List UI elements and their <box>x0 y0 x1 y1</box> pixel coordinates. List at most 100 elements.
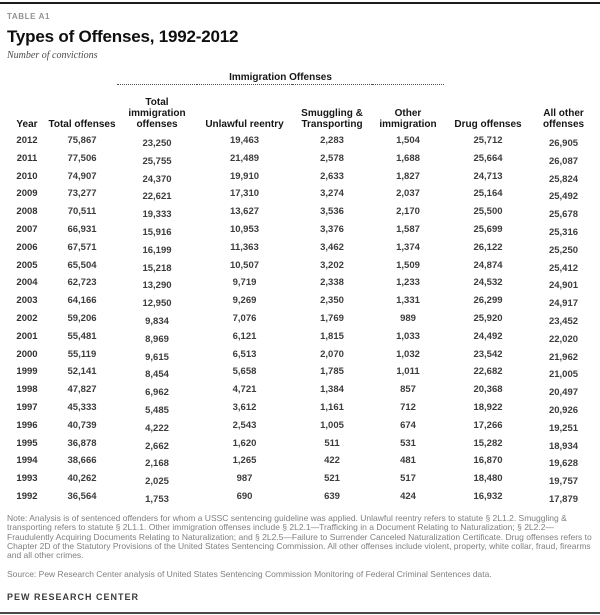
cell-smuggling-transporting: 1,785 <box>320 366 344 378</box>
cell-smuggling-transporting: 1,005 <box>320 419 344 431</box>
cell-all-other-offenses: 18,934 <box>548 440 579 452</box>
column-header-smuggling-transporting: Smuggling & Transporting <box>301 108 363 130</box>
cell-smuggling-transporting: 511 <box>324 437 340 449</box>
cell-total-offenses: 65,504 <box>67 259 97 271</box>
cell-drug-offenses: 24,492 <box>473 330 503 342</box>
cell-other-immigration: 712 <box>400 401 416 413</box>
column-header-total-immigration-offenses: Total immigration offenses <box>128 97 186 130</box>
cell-unlawful-reentry: 13,627 <box>229 206 260 218</box>
cell-unlawful-reentry: 6,121 <box>232 330 257 342</box>
table-row: 2012 75,867 23,250 19,463 2,283 1,504 25… <box>7 133 595 151</box>
cell-year: 2001 <box>16 330 38 342</box>
cell-drug-offenses: 25,164 <box>473 188 503 200</box>
cell-year: 1997 <box>16 401 38 413</box>
cell-unlawful-reentry: 987 <box>236 473 253 485</box>
report-table-page: TABLE A1 Types of Offenses, 1992-2012 Nu… <box>0 12 600 602</box>
column-header-year: Year <box>16 119 38 130</box>
cell-all-other-offenses: 25,678 <box>548 209 579 221</box>
cell-unlawful-reentry: 1,265 <box>232 455 257 467</box>
cell-year: 2000 <box>16 348 38 360</box>
cell-other-immigration: 1,504 <box>396 135 420 146</box>
cell-drug-offenses: 16,870 <box>473 455 503 467</box>
cell-total-offenses: 59,206 <box>67 312 97 324</box>
table-row: 1994 38,666 2,168 1,265 422 481 16,870 1… <box>7 453 595 471</box>
table-row: 1992 36,564 1,753 690 639 424 16,932 17,… <box>7 489 595 507</box>
cell-drug-offenses: 25,664 <box>473 152 503 164</box>
cell-other-immigration: 674 <box>400 419 416 431</box>
cell-unlawful-reentry: 10,953 <box>229 223 260 235</box>
cell-total-offenses: 62,723 <box>67 277 97 289</box>
cell-other-immigration: 2,037 <box>396 188 420 200</box>
group-header-row: Immigration Offenses <box>7 70 595 85</box>
table-row: 2011 77,506 25,755 21,489 2,578 1,688 25… <box>7 151 595 169</box>
cell-total-offenses: 40,739 <box>67 419 97 431</box>
cell-all-other-offenses: 26,905 <box>548 138 579 149</box>
cell-unlawful-reentry: 1,620 <box>232 437 257 449</box>
table-row: 1993 40,262 2,025 987 521 517 18,480 19,… <box>7 471 595 489</box>
cell-drug-offenses: 24,713 <box>473 170 503 182</box>
cell-total-immigration-offenses: 13,290 <box>142 280 172 292</box>
cell-all-other-offenses: 17,879 <box>548 493 579 505</box>
table-row: 2006 67,571 16,199 11,363 3,462 1,374 26… <box>7 240 595 258</box>
cell-drug-offenses: 18,480 <box>473 473 503 485</box>
cell-other-immigration: 1,509 <box>396 259 420 271</box>
cell-year: 1992 <box>16 490 38 502</box>
cell-smuggling-transporting: 639 <box>324 490 340 502</box>
cell-other-immigration: 517 <box>400 473 416 485</box>
cell-other-immigration: 1,587 <box>396 223 420 235</box>
cell-all-other-offenses: 24,901 <box>548 280 579 292</box>
cell-total-offenses: 64,166 <box>67 295 97 307</box>
cell-year: 1995 <box>16 437 38 449</box>
cell-drug-offenses: 25,920 <box>473 312 503 324</box>
cell-smuggling-transporting: 3,376 <box>320 223 344 235</box>
cell-unlawful-reentry: 17,310 <box>229 188 260 200</box>
cell-unlawful-reentry: 690 <box>236 490 253 502</box>
column-header-all-other-offenses: All other offenses <box>542 108 585 130</box>
cell-other-immigration: 481 <box>400 455 416 467</box>
cell-smuggling-transporting: 1,769 <box>320 312 344 324</box>
cell-year: 2010 <box>16 170 38 182</box>
cell-smuggling-transporting: 3,462 <box>320 241 344 253</box>
cell-all-other-offenses: 19,628 <box>548 458 579 470</box>
cell-smuggling-transporting: 1,815 <box>320 330 344 342</box>
cell-unlawful-reentry: 6,513 <box>232 348 257 360</box>
cell-all-other-offenses: 22,020 <box>548 333 579 345</box>
cell-other-immigration: 1,011 <box>396 366 420 378</box>
cell-smuggling-transporting: 2,633 <box>320 170 344 182</box>
cell-total-offenses: 36,564 <box>67 490 97 502</box>
cell-other-immigration: 2,170 <box>396 206 420 218</box>
cell-drug-offenses: 26,299 <box>473 295 503 307</box>
cell-unlawful-reentry: 4,721 <box>232 384 257 396</box>
table-row: 1999 52,141 8,454 5,658 1,785 1,011 22,6… <box>7 364 595 382</box>
cell-total-immigration-offenses: 12,950 <box>142 298 172 310</box>
column-header-unlawful-reentry: Unlawful reentry <box>205 119 284 130</box>
table-row: 2002 59,206 9,834 7,076 1,769 989 25,920… <box>7 311 595 329</box>
cell-year: 1993 <box>16 473 38 485</box>
cell-total-immigration-offenses: 4,222 <box>145 422 169 434</box>
cell-unlawful-reentry: 9,719 <box>232 277 257 289</box>
cell-unlawful-reentry: 11,363 <box>230 241 259 253</box>
cell-total-immigration-offenses: 16,199 <box>142 244 172 256</box>
cell-drug-offenses: 20,368 <box>473 384 503 396</box>
cell-year: 2005 <box>16 259 38 271</box>
cell-unlawful-reentry: 2,543 <box>232 419 257 431</box>
cell-unlawful-reentry: 7,076 <box>232 312 257 324</box>
cell-unlawful-reentry: 3,612 <box>232 401 257 413</box>
column-header-total-offenses: Total offenses <box>48 119 116 130</box>
cell-year: 2008 <box>16 206 38 218</box>
cell-total-immigration-offenses: 15,916 <box>142 226 172 238</box>
cell-year: 1994 <box>16 455 38 467</box>
cell-drug-offenses: 25,500 <box>473 206 503 218</box>
pew-research-center-wordmark: PEW RESEARCH CENTER <box>7 592 140 603</box>
cell-all-other-offenses: 19,251 <box>548 422 579 434</box>
cell-smuggling-transporting: 2,338 <box>320 277 344 289</box>
cell-total-immigration-offenses: 15,218 <box>142 262 172 274</box>
cell-total-offenses: 67,571 <box>67 241 97 253</box>
cell-total-offenses: 45,333 <box>67 401 97 413</box>
cell-all-other-offenses: 25,492 <box>548 191 579 203</box>
cell-other-immigration: 531 <box>400 437 416 449</box>
cell-drug-offenses: 22,682 <box>473 366 503 378</box>
cell-drug-offenses: 18,922 <box>473 401 503 413</box>
cell-drug-offenses: 15,282 <box>473 437 503 449</box>
cell-all-other-offenses: 25,316 <box>548 226 579 238</box>
